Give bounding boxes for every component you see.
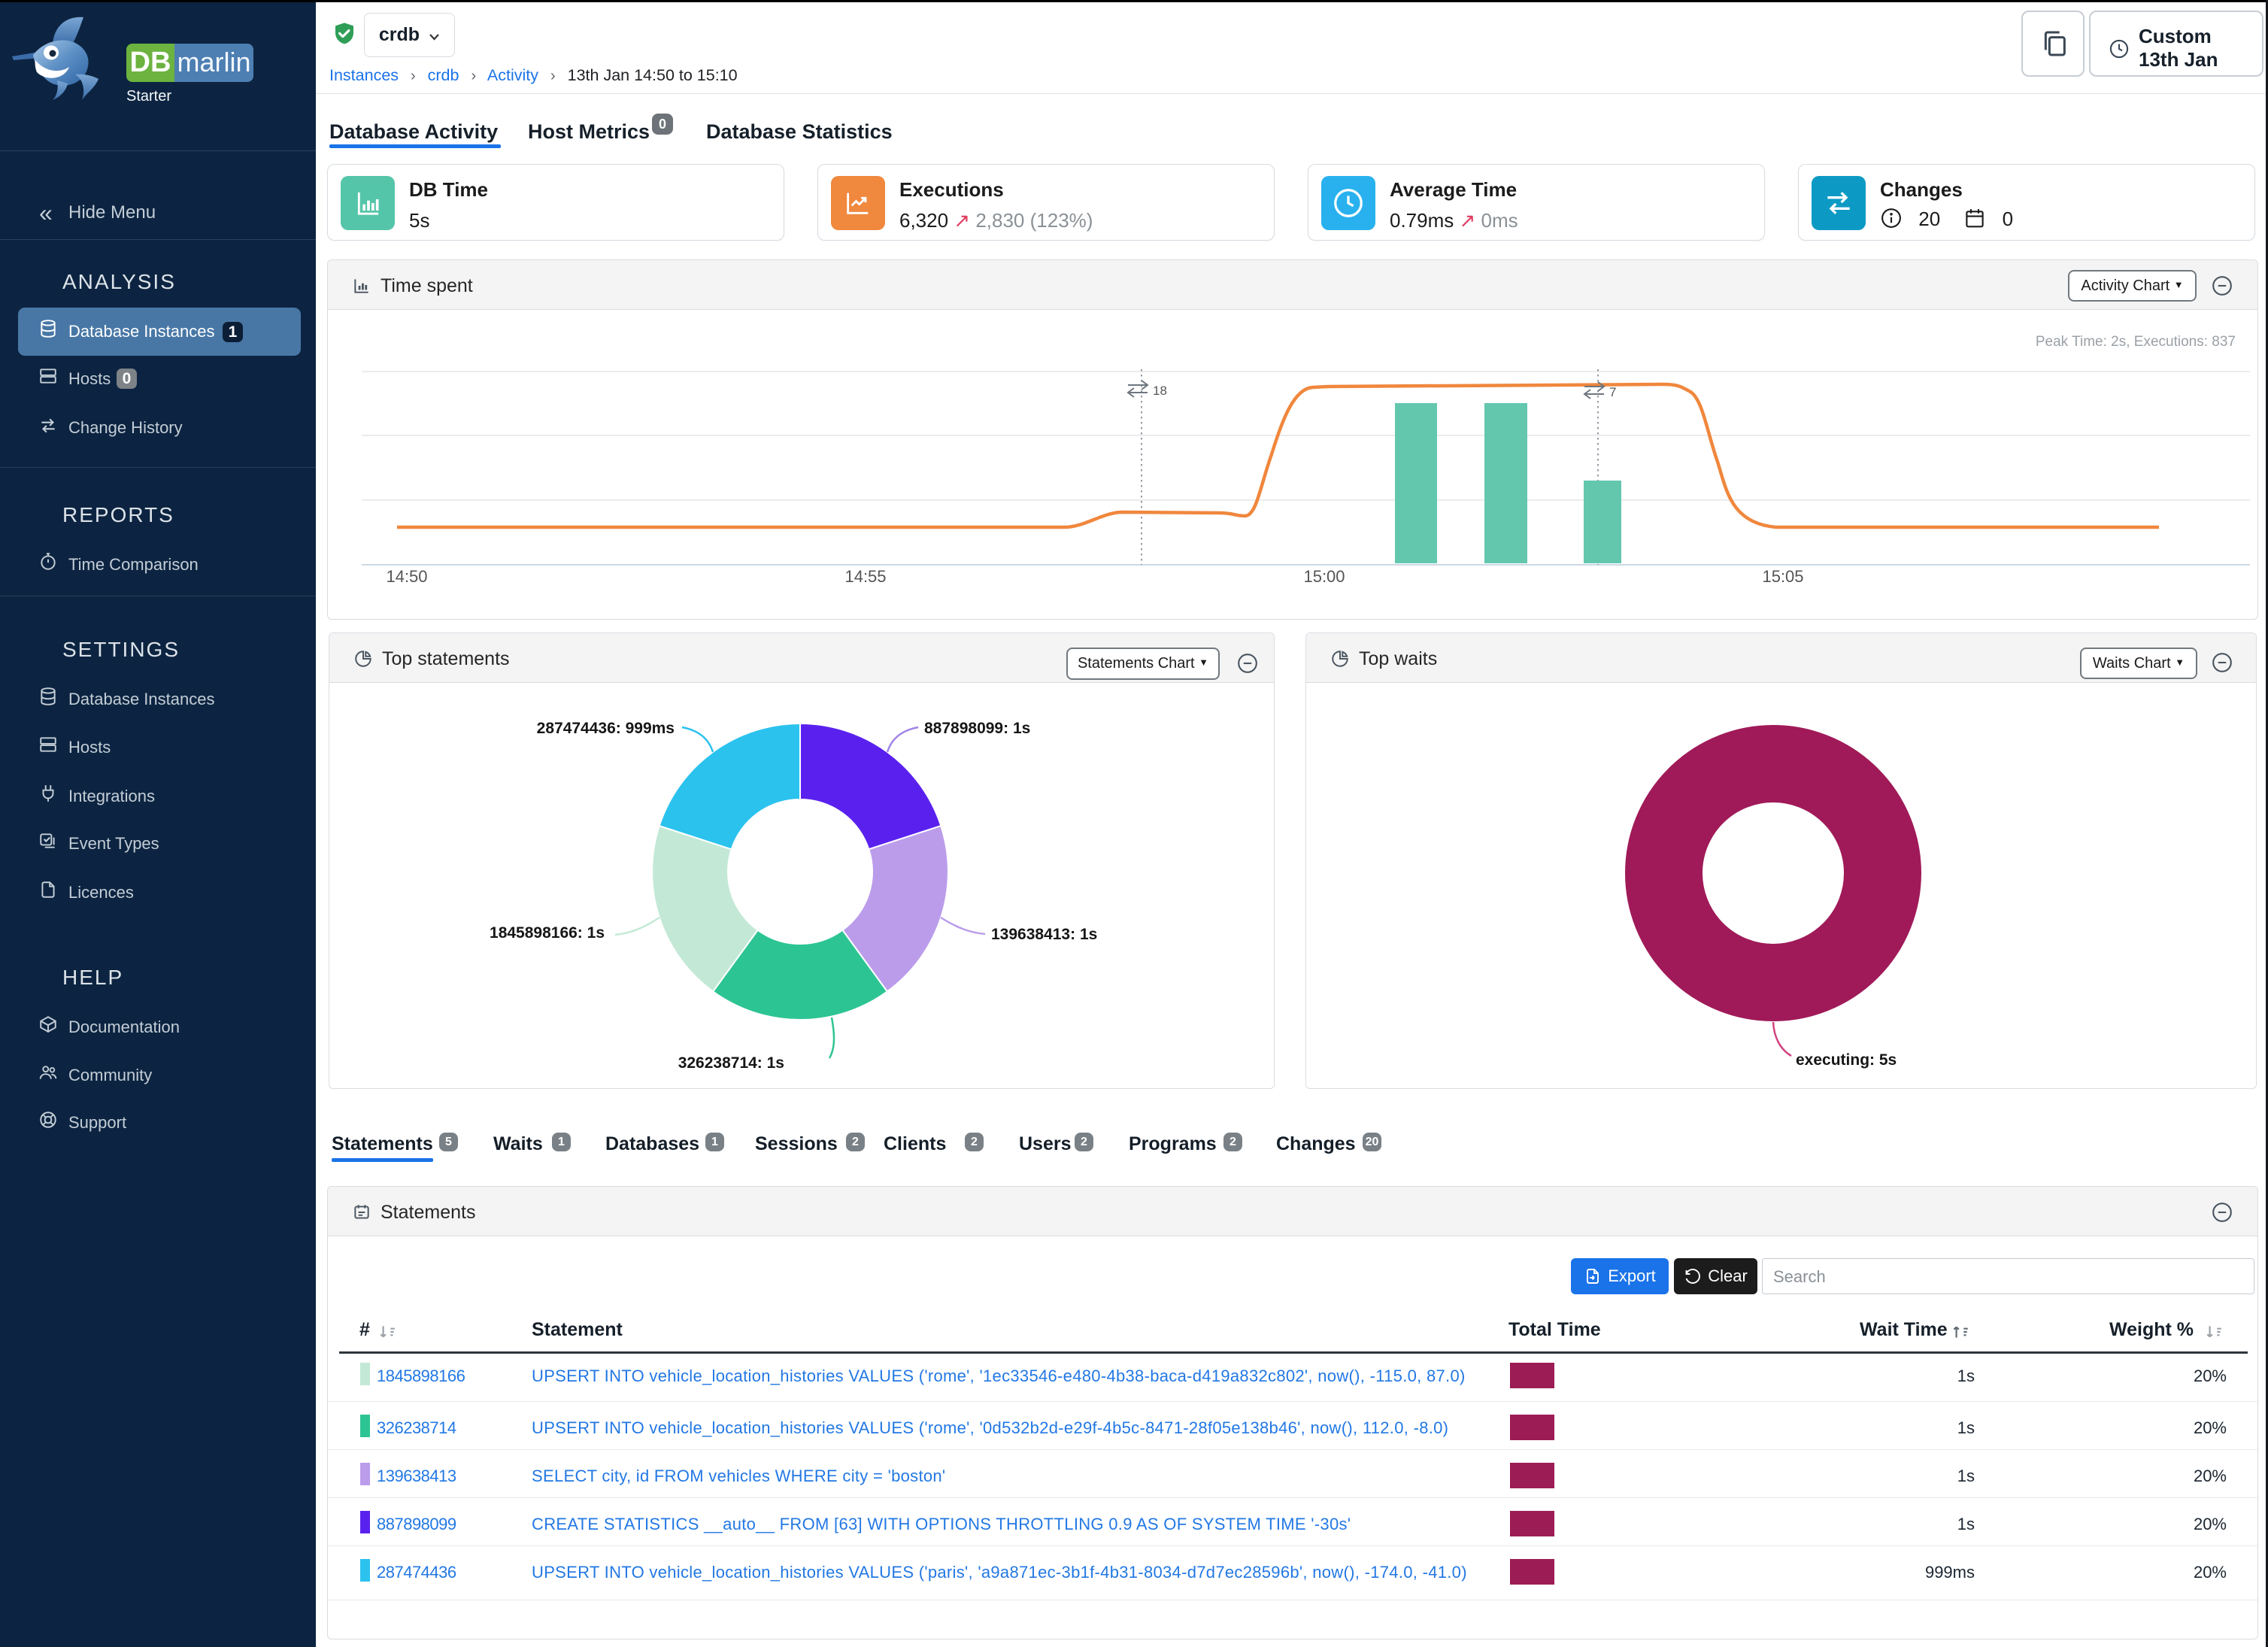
svg-text:14:55: 14:55	[844, 567, 886, 586]
svg-text:14:50: 14:50	[386, 567, 427, 586]
svg-text:15:00: 15:00	[1303, 567, 1345, 586]
svg-text:287474436: 999ms: 287474436: 999ms	[537, 720, 675, 737]
svg-text:15:05: 15:05	[1762, 567, 1803, 586]
svg-text:executing: 5s: executing: 5s	[1796, 1051, 1897, 1069]
svg-text:139638413: 1s: 139638413: 1s	[991, 926, 1097, 943]
svg-text:18: 18	[1153, 384, 1167, 398]
svg-text:326238714: 1s: 326238714: 1s	[678, 1054, 784, 1072]
svg-text:7: 7	[1609, 385, 1616, 399]
svg-text:887898099: 1s: 887898099: 1s	[924, 720, 1030, 737]
svg-text:1845898166: 1s: 1845898166: 1s	[490, 924, 605, 942]
